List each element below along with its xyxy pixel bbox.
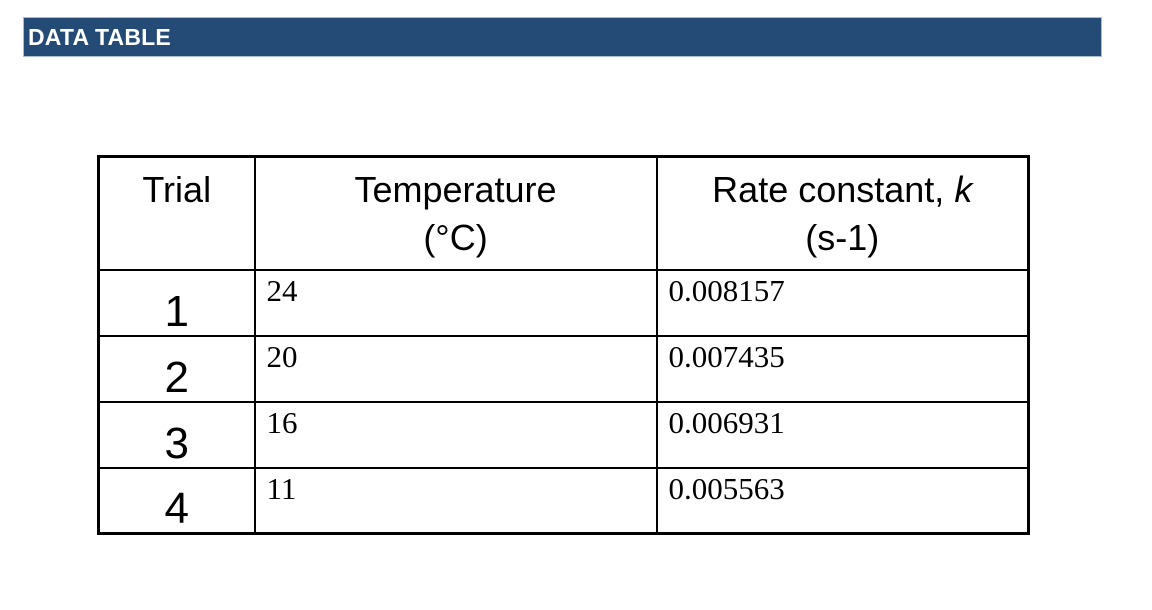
trial-header-label: Trial — [142, 169, 212, 210]
rate-header-symbol: k — [954, 169, 973, 210]
col-header-rate-constant: Rate constant, k (s-1) — [655, 155, 1030, 271]
temperature-cell: 24 — [253, 268, 658, 337]
temperature-cell: 11 — [253, 466, 658, 535]
section-header-bar: DATA TABLE — [23, 17, 1102, 57]
temperature-header-unit: (°C) — [423, 216, 488, 258]
trial-cell: 2 — [97, 334, 256, 403]
col-header-temperature: Temperature (°C) — [253, 155, 658, 271]
table-row: 1 24 0.008157 — [97, 268, 1030, 337]
table-header-row: Trial Temperature (°C) Rate constant, k … — [97, 155, 1030, 271]
rate-header-label: Rate constant, k — [659, 166, 1027, 214]
table-row: 3 16 0.006931 — [97, 400, 1030, 469]
trial-cell: 1 — [97, 268, 256, 337]
table-row: 2 20 0.007435 — [97, 334, 1030, 403]
rate-header-prefix: Rate constant, — [712, 169, 955, 210]
rate-constant-cell: 0.005563 — [655, 466, 1030, 535]
rate-constant-cell: 0.006931 — [655, 400, 1030, 469]
rate-header-unit: (s-1) — [805, 216, 880, 258]
trial-cell: 3 — [97, 400, 256, 469]
trial-cell: 4 — [97, 466, 256, 535]
section-title: DATA TABLE — [28, 23, 171, 50]
rate-constant-cell: 0.007435 — [655, 334, 1030, 403]
rate-constant-cell: 0.008157 — [655, 268, 1030, 337]
temperature-header-label: Temperature — [354, 169, 557, 210]
temperature-cell: 20 — [253, 334, 658, 403]
temperature-cell: 16 — [253, 400, 658, 469]
col-header-trial: Trial — [97, 155, 256, 271]
data-table: Trial Temperature (°C) Rate constant, k … — [97, 155, 1030, 535]
table-row: 4 11 0.005563 — [97, 466, 1030, 535]
